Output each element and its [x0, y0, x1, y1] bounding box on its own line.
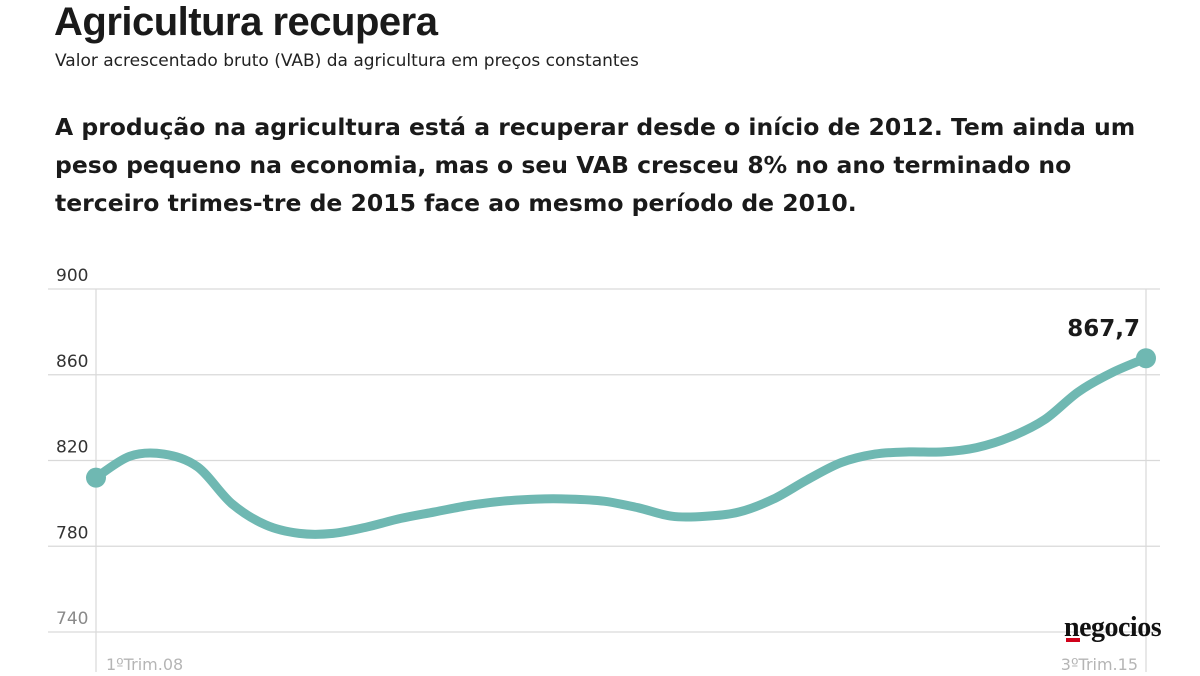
y-tick-label-780: 780 — [56, 523, 88, 543]
negocios-logo: negocios — [1064, 612, 1162, 643]
end-point-marker — [1136, 348, 1156, 369]
series-line — [91, 353, 1151, 539]
chart-subtitle: Valor acrescentado bruto (VAB) da agricu… — [55, 51, 639, 71]
x-tick-label-start: 1ºTrim.08 — [106, 655, 183, 674]
y-tick-label-740: 740 — [56, 609, 88, 629]
logo-accent-bar — [1066, 638, 1080, 642]
x-tick-label-end: 3ºTrim.15 — [1061, 655, 1138, 674]
y-tick-label-860: 860 — [56, 352, 88, 372]
y-tick-label-900: 900 — [56, 266, 88, 286]
end-value-label: 867,7 — [1067, 316, 1140, 342]
chart-title: Agricultura recupera — [54, 0, 438, 44]
start-point-marker — [86, 467, 106, 488]
lead-paragraph: A produção na agricultura está a recuper… — [55, 113, 1136, 217]
y-tick-label-820: 820 — [56, 438, 88, 458]
